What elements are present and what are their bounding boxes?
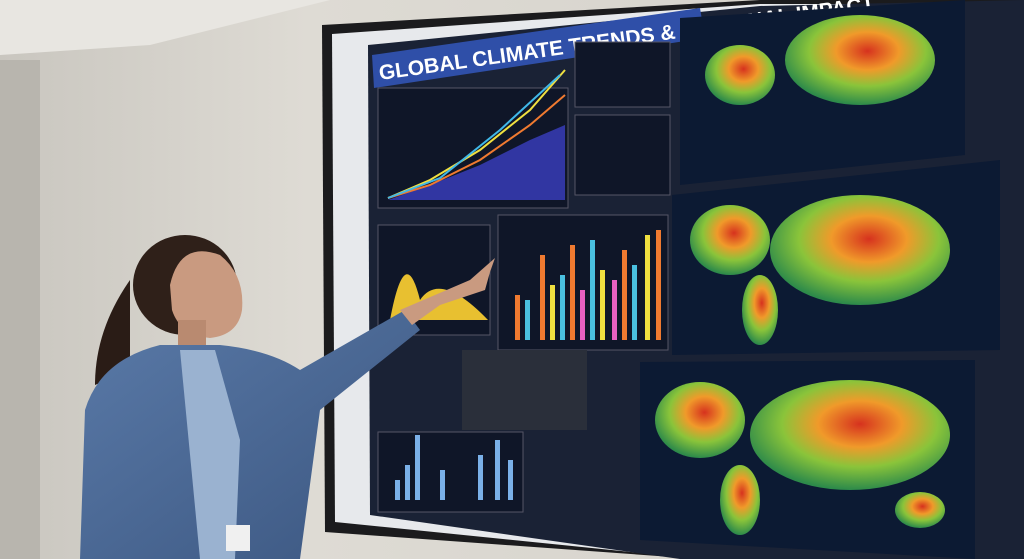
line	[387, 94, 566, 199]
presenter	[80, 235, 495, 559]
line	[387, 74, 561, 199]
maps	[640, 0, 1000, 559]
area	[388, 125, 565, 200]
line	[387, 69, 566, 199]
map-panel	[462, 350, 587, 430]
bars	[515, 230, 661, 340]
text-panel	[574, 114, 671, 196]
ceiling	[0, 0, 330, 55]
pillar	[0, 60, 40, 559]
text-panel	[574, 41, 671, 108]
title-banner	[372, 8, 705, 88]
bars	[395, 435, 513, 500]
